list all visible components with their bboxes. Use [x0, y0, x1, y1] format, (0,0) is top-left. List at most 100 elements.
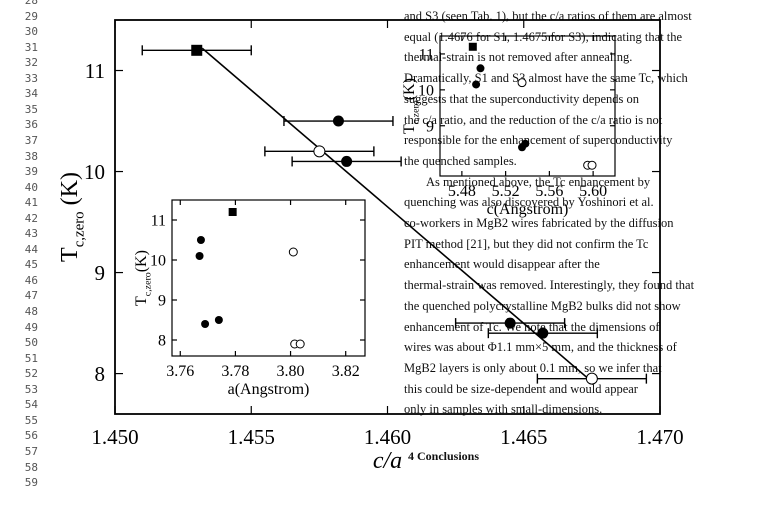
- main-panel: 1.450 1.455 1.460 1.465 1.470 8 9 10 11 c/a Tc,zer…: [57, 19, 684, 474]
- inset-a-point-filled: [196, 236, 205, 244]
- inset-c-panel: 5.48 5.52 5.56 5.60 9 10 11 c(Angstrom) Tc,zero(…: [401, 35, 616, 218]
- line-number: 45: [24, 258, 38, 272]
- line-number: 28: [24, 0, 38, 7]
- text-line: As mentioned above, the Tc enhancement b…: [426, 174, 651, 189]
- line-number: 32: [24, 56, 38, 70]
- main-point-square: [191, 44, 203, 56]
- text-line: equal (1.4676 for S1, 1.4675 for S3), in…: [404, 29, 683, 44]
- main-x-tick-label: 1.455: [228, 425, 275, 449]
- text-line: the quenched polycrystalline MgB2 bulks …: [404, 298, 681, 313]
- text-line: thermal-strain was removed. Interestingl…: [404, 278, 695, 293]
- main-y-tick-label: 9: [95, 261, 106, 285]
- text-line: thermal-strain is not removed after anne…: [404, 50, 633, 65]
- main-point-filled: [332, 115, 344, 127]
- inset-c-y-tick-label: 9: [426, 118, 434, 135]
- text-line: this could be size-dependent and would a…: [404, 381, 638, 396]
- inset-a-x-tick-label: 3.76: [166, 363, 194, 380]
- text-line: quenching was also discovered by Yoshino…: [404, 195, 654, 210]
- inset-c-y-tick-label: 11: [419, 47, 434, 64]
- text-line: MgB2 layers is only about 0.1 mm, so we …: [404, 360, 662, 375]
- inset-c-point-filled: [472, 80, 481, 89]
- main-fit-line: [201, 47, 593, 383]
- line-number: 42: [24, 211, 38, 225]
- line-number: 43: [24, 227, 38, 241]
- text-line: the c/a ratio, and the reduction of the …: [404, 112, 663, 127]
- main-point-open: [313, 145, 326, 158]
- text-line: the quenched samples.: [404, 153, 517, 168]
- inset-c-point-filled: [521, 139, 530, 148]
- main-point-filled: [504, 317, 516, 329]
- main-x-tick-label: 1.470: [636, 425, 683, 449]
- main-y-tick-label: 10: [84, 160, 105, 184]
- main-x-tick-label: 1.450: [91, 425, 138, 449]
- main-x-tick-label: 1.460: [364, 425, 411, 449]
- line-number: 30: [24, 25, 38, 39]
- line-number: 51: [24, 351, 38, 365]
- inset-c-point-open: [517, 78, 527, 88]
- line-number: 47: [24, 289, 38, 303]
- line-number: 29: [24, 9, 38, 23]
- inset-a-y-tick-label: 8: [158, 333, 166, 350]
- inset-a-y-axis-title: Tc,zero(K): [133, 250, 153, 306]
- main-point-filled: [537, 327, 549, 339]
- inset-a-point-square: [228, 208, 237, 216]
- line-number: 34: [24, 87, 38, 101]
- inset-c-x-axis-title: c(Angstrom): [487, 201, 569, 218]
- inset-a-point-open: [295, 339, 305, 349]
- main-point-open: [585, 372, 598, 385]
- line-number: 44: [24, 242, 38, 256]
- inset-a-y-tick-label: 9: [158, 293, 166, 310]
- inset-c-x-tick-label: 5.48: [448, 183, 476, 200]
- inset-a-point-open: [288, 247, 298, 257]
- main-point-filled: [341, 155, 353, 167]
- inset-a-x-axis-title: a(Angstrom): [228, 381, 310, 398]
- text-line: wires was about Φ1.1 mm×5 mm, and the th…: [404, 340, 677, 355]
- inset-a-frame: [171, 199, 366, 357]
- inset-c-x-tick-label: 5.60: [579, 183, 607, 200]
- text-line: responsible for the enhancement of super…: [404, 133, 673, 148]
- line-number: 55: [24, 413, 38, 427]
- inset-c-x-tick-label: 5.52: [492, 183, 520, 200]
- line-number: 49: [24, 320, 38, 334]
- line-number: 38: [24, 149, 38, 163]
- inset-a-panel: 3.76 3.78 3.80 3.82 8 9 10 11 a(Angstrom) Tc,zero…: [133, 199, 366, 398]
- inset-c-point-open: [587, 160, 597, 170]
- inset-a-point-filled: [214, 316, 223, 324]
- inset-a-y-tick-label: 11: [151, 213, 166, 230]
- text-line: suggests that the superconductivity depe…: [404, 91, 640, 106]
- line-number: 33: [24, 71, 38, 85]
- inset-c-y-axis-title: Tc,zero(K): [401, 78, 421, 134]
- background-paragraph: and S3 (seen Tab. 1), but the c/a ratios…: [404, 6, 763, 420]
- inset-a-x-tick-label: 3.78: [221, 363, 249, 380]
- line-number: 59: [24, 476, 38, 490]
- text-line: only in samples with small-dimensions.: [404, 402, 603, 417]
- line-number: 40: [24, 180, 38, 194]
- text-line: enhancement would disappear after the: [404, 257, 600, 272]
- line-number: 50: [24, 336, 38, 350]
- main-x-axis-title: c/a: [373, 448, 402, 474]
- line-number: 53: [24, 382, 38, 396]
- line-number: 56: [24, 429, 38, 443]
- inset-c-y-tick-label: 10: [418, 82, 434, 99]
- inset-a-y-tick-label: 10: [150, 253, 166, 270]
- line-number: 36: [24, 118, 38, 132]
- line-number: 48: [24, 305, 38, 318]
- text-line: co-workers in MgB2 wires fabricated by t…: [404, 216, 674, 231]
- inset-c-frame: [439, 35, 616, 177]
- text-line: PIT method [21], but they did not confir…: [404, 236, 649, 251]
- inset-a-x-tick-label: 3.82: [332, 363, 360, 380]
- line-number: 52: [24, 367, 38, 381]
- line-number: 37: [24, 133, 38, 147]
- main-y-tick-label: 11: [85, 59, 105, 83]
- line-number: 46: [24, 273, 38, 287]
- inset-a-x-tick-label: 3.80: [277, 363, 305, 380]
- line-number: 39: [24, 165, 38, 179]
- main-y-axis-title: Tc,zero (K): [57, 172, 88, 262]
- line-number: 58: [24, 460, 38, 474]
- line-number: 41: [24, 196, 38, 210]
- inset-c-point-filled: [476, 64, 485, 73]
- main-x-tick-label: 1.465: [500, 425, 547, 449]
- conclusions-heading: 4 Conclusions: [408, 449, 480, 463]
- line-number: 54: [24, 398, 38, 412]
